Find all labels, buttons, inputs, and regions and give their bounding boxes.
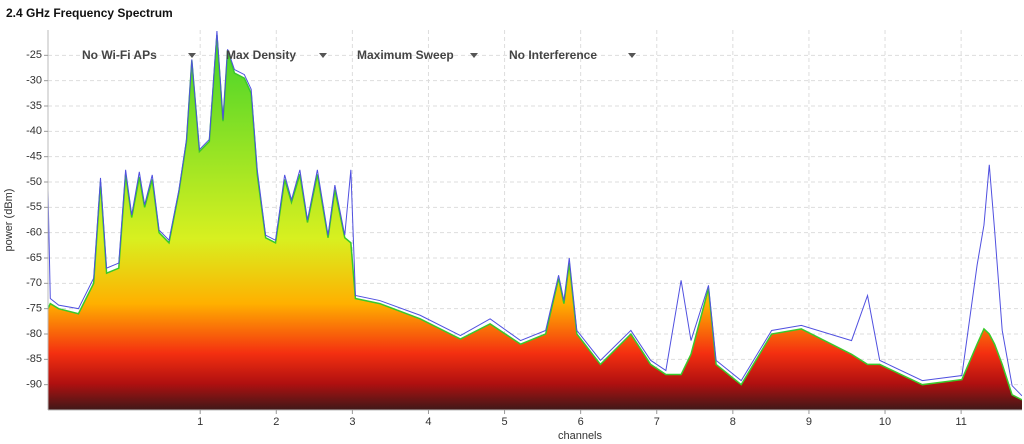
y-axis-label: power (dBm) xyxy=(3,189,15,252)
sweep-dropdown[interactable]: Maximum Sweep xyxy=(357,48,454,62)
x-tick-label: 1 xyxy=(197,416,203,428)
interference-dropdown[interactable]: No Interference xyxy=(509,48,597,62)
y-tick-label: -80 xyxy=(26,328,42,340)
y-tick-label: -70 xyxy=(26,277,42,289)
density-edge xyxy=(48,35,1022,401)
x-tick-label: 9 xyxy=(806,416,812,428)
y-tick-label: -55 xyxy=(26,201,42,213)
density-area xyxy=(48,35,1022,410)
x-tick-label: 2 xyxy=(273,416,279,428)
x-tick-label: 11 xyxy=(955,416,966,428)
y-tick-label: -50 xyxy=(26,176,42,188)
x-tick-label: 5 xyxy=(502,416,508,428)
y-tick-label: -45 xyxy=(26,151,42,163)
y-tick-label: -90 xyxy=(26,379,42,391)
density-dropdown[interactable]: Max Density xyxy=(226,48,296,62)
dropdown-arrow[interactable] xyxy=(628,53,636,58)
x-tick-label: 6 xyxy=(578,416,584,428)
dropdown-arrow[interactable] xyxy=(319,53,327,58)
x-tick-label: 3 xyxy=(349,416,355,428)
y-tick-label: -40 xyxy=(26,125,42,137)
dropdown-arrow[interactable] xyxy=(470,53,478,58)
y-tick-label: -85 xyxy=(26,353,42,365)
controls: No Wi-Fi APs Max Density Maximum Sweep N… xyxy=(82,48,636,62)
ticks: -25 -30 -35 -40 -45 -50 -55 -60 -65 -70 -75 -80 -85 -… xyxy=(26,49,967,428)
plot-area xyxy=(48,30,1022,410)
y-tick-label: -60 xyxy=(26,227,42,239)
x-tick-label: 10 xyxy=(879,416,891,428)
x-tick-label: 8 xyxy=(730,416,736,428)
x-tick-label: 4 xyxy=(425,416,431,428)
dropdown-arrow[interactable] xyxy=(188,53,196,58)
y-tick-label: -75 xyxy=(26,303,42,315)
y-tick-label: -35 xyxy=(26,100,42,112)
y-tick-label: -30 xyxy=(26,75,42,87)
chart-title: 2.4 GHz Frequency Spectrum xyxy=(6,6,173,20)
x-axis-label: channels xyxy=(558,430,603,442)
sweep-line xyxy=(48,30,1022,397)
ap-dropdown[interactable]: No Wi-Fi APs xyxy=(82,48,157,62)
x-tick-label: 7 xyxy=(654,416,660,428)
y-tick-label: -25 xyxy=(26,49,42,61)
y-tick-label: -65 xyxy=(26,252,42,264)
